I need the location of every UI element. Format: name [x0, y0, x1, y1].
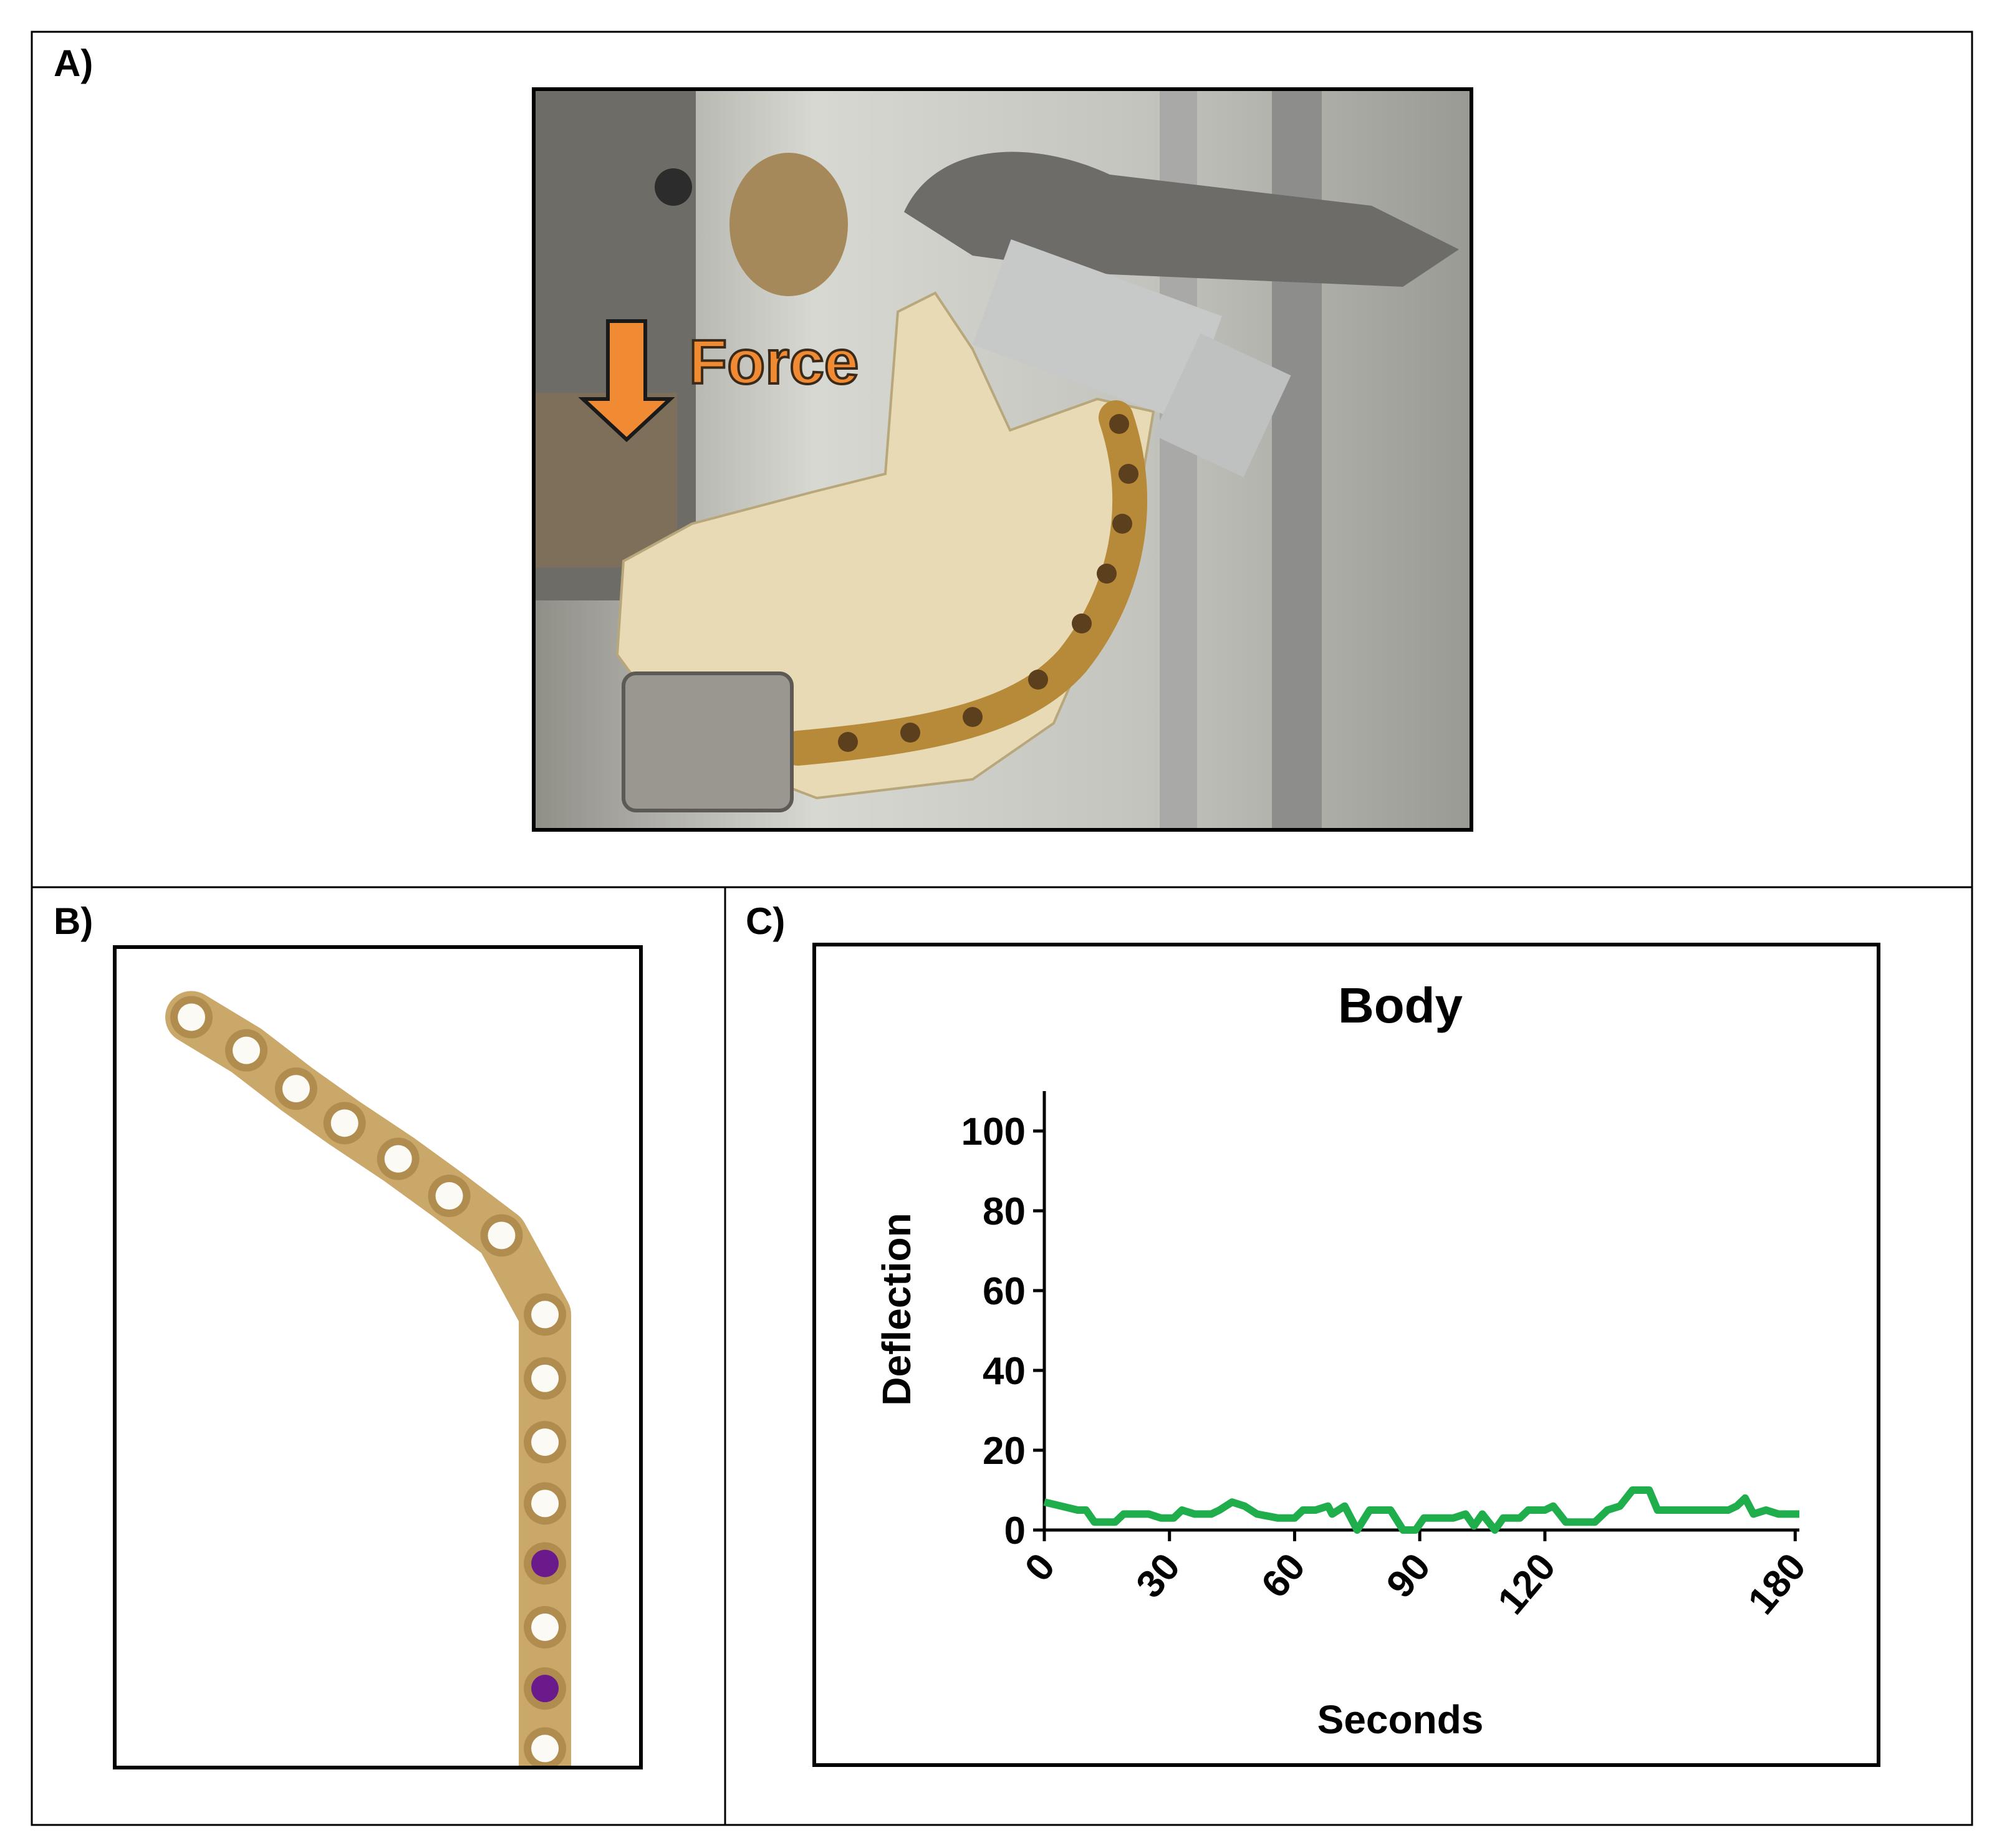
plate-hole	[531, 1675, 559, 1703]
plate-hole	[531, 1799, 559, 1826]
plate-hole	[435, 1182, 463, 1210]
x-tick-label: 120	[1489, 1546, 1564, 1623]
plate	[165, 991, 572, 1768]
plate-hole	[488, 1221, 516, 1249]
y-axis-label: Deflection	[874, 1213, 919, 1405]
y-tick-label: 0	[1004, 1509, 1026, 1552]
plate-hole	[531, 1549, 559, 1577]
y-tick-label: 40	[983, 1350, 1026, 1393]
panel-label: C)	[746, 900, 785, 942]
plate-hole	[384, 1145, 412, 1173]
photo: Force	[534, 89, 1471, 830]
y-tick-label: 20	[983, 1430, 1026, 1473]
photo-frame	[113, 945, 643, 1769]
plate-photo	[115, 947, 641, 1834]
data-line	[1043, 1486, 1799, 1534]
plate-hole	[531, 1735, 559, 1763]
y-tick-label: 100	[961, 1110, 1026, 1153]
force-label: Force	[689, 327, 859, 397]
plate-hole	[233, 1036, 261, 1064]
plate-hole	[282, 1075, 310, 1103]
photo-frame	[532, 87, 1473, 832]
panel-label: A)	[54, 42, 93, 84]
x-tick-label: 180	[1740, 1546, 1814, 1623]
x-tick-label: 60	[1253, 1546, 1314, 1606]
plate-hole	[531, 1428, 559, 1456]
panel-label: B)	[54, 900, 93, 942]
outer-frame	[31, 31, 1973, 1826]
x-tick-label: 30	[1128, 1546, 1188, 1606]
chart-title: Body	[1338, 978, 1463, 1033]
plate-hole-rim	[524, 1791, 566, 1834]
x-tick-label: 90	[1379, 1546, 1439, 1606]
y-tick-label: 60	[983, 1270, 1026, 1313]
plate-hole	[531, 1613, 559, 1641]
x-axis-label: Seconds	[1317, 1697, 1484, 1742]
chart-frame	[812, 943, 1880, 1767]
plate-hole	[531, 1489, 559, 1518]
plate-hole	[178, 1003, 206, 1031]
y-tick-label: 80	[983, 1190, 1026, 1233]
plate-hole	[531, 1301, 559, 1329]
plate-hole	[531, 1364, 559, 1392]
plate-hole	[330, 1109, 358, 1137]
